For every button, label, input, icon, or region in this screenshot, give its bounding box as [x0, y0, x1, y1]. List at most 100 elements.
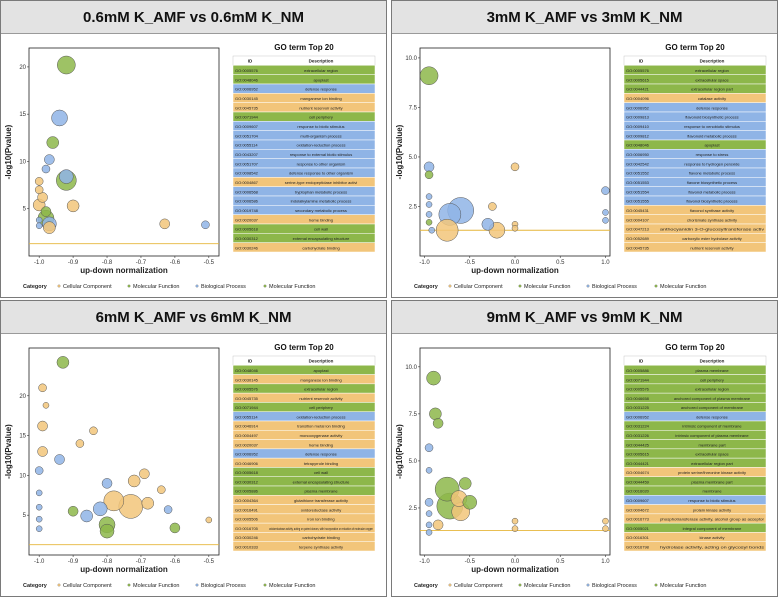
- x-axis-label: up-down normalization: [80, 565, 168, 574]
- y-tick-label: 5: [23, 513, 27, 519]
- table-row: [623, 541, 767, 552]
- x-tick-label: -0.7: [136, 559, 147, 565]
- table-cell-id: GO:0055114: [235, 414, 258, 419]
- table-cell-description: serine-type endopeptidase inhibitor acti…: [285, 180, 358, 185]
- table-cell-description: hydrolase activity, acting on glycosyl b…: [660, 544, 764, 549]
- table-cell-id: GO:0009410: [626, 124, 650, 129]
- table-cell-id: GO:0051704: [235, 133, 259, 138]
- legend-label: Molecular Function: [269, 583, 315, 589]
- y-tick-label: 10.0: [405, 365, 417, 371]
- table-cell-description: integral component of membrane: [683, 526, 742, 531]
- x-tick-label: -0.5: [204, 559, 215, 565]
- table-cell-description: response to biotic stimulus: [297, 124, 344, 129]
- table-cell-id: GO:0051554: [626, 189, 650, 194]
- bubble-point: [435, 218, 459, 242]
- table-cell-description: indolalkylamine metabolic process: [291, 199, 352, 204]
- table-cell-id: GO:0016798: [626, 544, 650, 549]
- table-cell-id: GO:0071944: [235, 115, 259, 120]
- plot-area: [28, 47, 220, 257]
- table-cell-id: GO:0045735: [626, 245, 650, 250]
- table-header-row: [232, 55, 376, 66]
- legend-label: Molecular Function: [524, 583, 570, 589]
- panel-title: 3mM K_AMF vs 3mM K_NM: [392, 1, 777, 34]
- bubble-point: [432, 418, 444, 429]
- legend-key: [654, 583, 658, 587]
- table-cell-description: external encapsulating structure: [293, 236, 350, 241]
- table-cell-id: GO:0004107: [626, 217, 650, 222]
- legend-label: Molecular Function: [660, 284, 706, 290]
- bubble-point: [99, 523, 115, 539]
- bubble-point: [602, 517, 609, 525]
- bubble-point: [56, 356, 70, 369]
- bubble-point: [159, 218, 170, 230]
- panel-bottom-right: 9mM K_AMF vs 9mM K_NM -1.0 -0.5 0.0 0.5 1.0 2…: [391, 300, 778, 597]
- table-cell-description: defense response: [696, 414, 729, 419]
- table-cell-description: oxidation-reduction process: [297, 414, 346, 419]
- bubble-point: [426, 370, 441, 386]
- x-tick-label: -0.5: [204, 260, 215, 266]
- bubble-point: [66, 199, 80, 213]
- bubble-point: [425, 201, 433, 208]
- y-tick-label: 7.5: [409, 105, 418, 111]
- bubble-point: [425, 529, 433, 536]
- legend-label: Cellular Component: [63, 284, 112, 290]
- table-cell-description: apoplast: [313, 368, 329, 373]
- table-cell-description: extracellular space: [695, 452, 729, 457]
- x-axis-label: up-down normalization: [471, 565, 559, 574]
- table-cell-id: GO:0005576: [235, 387, 259, 392]
- table-cell-id: GO:0005506: [235, 517, 259, 522]
- legend-key: [448, 284, 452, 288]
- legend-label: Biological Process: [201, 583, 246, 589]
- table-cell-id: GO:0004497: [235, 433, 259, 438]
- table-cell-description: apoplast: [704, 143, 720, 148]
- table-title: GO term Top 20: [665, 43, 725, 52]
- y-tick-label: 20: [19, 65, 26, 71]
- legend-key: [448, 583, 452, 587]
- table-cell-id: GO:0046914: [235, 424, 259, 429]
- table-row: [623, 242, 767, 253]
- table-cell-description: carbohydrate binding: [302, 535, 339, 540]
- table-cell-id: GO:0016491: [235, 507, 259, 512]
- table-cell-id: GO:0071944: [235, 405, 259, 410]
- table-cell-id: GO:0045431: [626, 208, 650, 213]
- table-header-id: ID: [248, 59, 253, 64]
- legend-label: Molecular Function: [269, 284, 315, 290]
- legend-title: Category: [23, 284, 48, 290]
- table-cell-description: heme binding: [309, 442, 333, 447]
- table-cell-id: GO:0005615: [626, 77, 650, 82]
- table-cell-id: GO:0004672: [626, 507, 650, 512]
- x-tick-label: 0.0: [511, 260, 520, 266]
- table-header-description: Description: [309, 59, 334, 64]
- bubble-point: [201, 220, 210, 230]
- x-tick-label: -0.8: [102, 260, 113, 266]
- table-cell-id: GO:0044425: [626, 442, 650, 447]
- bubble-point: [51, 109, 68, 127]
- table-cell-id: GO:0048046: [626, 143, 650, 148]
- table-cell-description: anthocyanidin 3-O-glucosyltransferase ac…: [660, 227, 764, 232]
- bubble-point: [425, 467, 433, 474]
- legend-key: [195, 583, 199, 587]
- y-tick-label: 2.5: [409, 204, 418, 210]
- table-cell-id: GO:0010333: [235, 544, 259, 549]
- table-cell-description: extracellular region part: [691, 87, 734, 92]
- legend-key: [586, 583, 590, 587]
- table-cell-id: GO:0048046: [235, 77, 259, 82]
- table-cell-description: membrane: [702, 489, 722, 494]
- table-header-description: Description: [700, 359, 725, 364]
- table-cell-description: terpene synthase activity: [299, 544, 343, 549]
- bubble-point: [423, 161, 435, 173]
- bubble-point: [80, 509, 93, 523]
- y-tick-label: 5.0: [409, 459, 418, 465]
- table-cell-id: GO:0006952: [235, 87, 259, 92]
- table-cell-description: catalase activity: [698, 96, 726, 101]
- table-title: GO term Top 20: [274, 43, 334, 52]
- table-cell-id: GO:0009607: [626, 498, 650, 503]
- table-cell-description: intrinsic component of plasma membrane: [675, 433, 749, 438]
- bubble-point: [169, 522, 181, 534]
- bubble-point: [511, 225, 519, 232]
- legend-key: [195, 284, 199, 288]
- bubble-point: [458, 477, 472, 490]
- table-cell-id: GO:0030312: [235, 236, 259, 241]
- table-cell-id: GO:0009812: [626, 133, 650, 138]
- table-cell-id: GO:0045735: [235, 105, 259, 110]
